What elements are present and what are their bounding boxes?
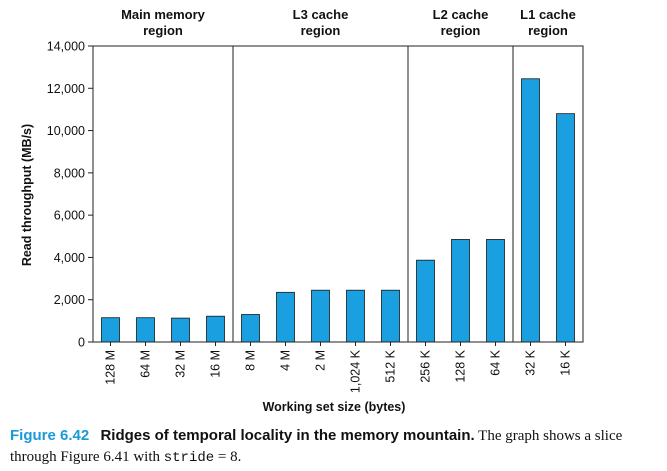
plot-frame: [92, 45, 584, 343]
x-tick-label: 16 K: [559, 349, 573, 375]
bar-64m: [136, 317, 155, 343]
x-tick-label: 16 M: [209, 350, 223, 378]
x-tick-label: 32 K: [524, 349, 538, 375]
bar-32m: [171, 317, 190, 343]
caption-title: Ridges of temporal locality in the memor…: [100, 427, 475, 444]
x-tick-label: 64 K: [489, 349, 503, 375]
caption-text: The graph shows a slice through Figure 6…: [10, 428, 623, 465]
region-label-line2: region: [301, 23, 341, 38]
bar-64k: [486, 239, 505, 343]
x-tick-label: 8 M: [244, 350, 258, 371]
x-tick-label: 512 K: [384, 349, 398, 382]
x-tick-label: 1,024 K: [349, 349, 363, 393]
y-tick-label: 4,000: [54, 251, 85, 265]
x-tick-label: 4 M: [279, 350, 293, 371]
x-tick-label: 32 M: [174, 350, 188, 378]
y-tick-label: 14,000: [47, 40, 85, 54]
bar-1024k: [346, 289, 365, 343]
y-tick-label: 8,000: [54, 166, 85, 180]
region-label-line2: region: [143, 23, 183, 38]
figure-caption: Figure 6.42 Ridges of temporal locality …: [10, 425, 660, 469]
x-axis-title: Working set size (bytes): [263, 400, 406, 414]
bar-128k: [451, 239, 470, 343]
caption-figure-number: Figure 6.42: [10, 427, 90, 444]
caption-text-end: = 8.: [214, 449, 242, 465]
bar-32k: [521, 78, 540, 343]
region-dividers: [232, 46, 514, 342]
x-tick-label: 128 M: [104, 350, 118, 385]
bar-8m: [241, 314, 260, 343]
y-tick-label: 0: [78, 336, 85, 350]
bars: [101, 78, 575, 343]
y-tick-label: 10,000: [47, 124, 85, 138]
region-label-line2: region: [441, 23, 481, 38]
x-tick-label: 2 M: [314, 350, 328, 371]
bar-4m: [276, 291, 295, 343]
bar-128m: [101, 317, 120, 343]
x-tick-label: 64 M: [139, 350, 153, 378]
bar-16k: [556, 113, 575, 343]
bar-256k: [416, 259, 435, 343]
region-label-line1: L1 cache: [520, 7, 576, 22]
bar-2m: [311, 289, 330, 343]
y-tick-label: 2,000: [54, 293, 85, 307]
bar-512k: [381, 289, 400, 343]
y-axis-title: Read throughput (MB/s): [20, 124, 34, 266]
axes: [88, 45, 584, 346]
region-label-line1: L3 cache: [293, 7, 349, 22]
region-label-line1: L2 cache: [433, 7, 489, 22]
x-tick-label: 256 K: [419, 349, 433, 382]
region-label-line1: Main memory: [121, 7, 206, 22]
bar-16m: [206, 315, 225, 343]
caption-code: stride: [163, 450, 215, 466]
region-label-line2: region: [528, 23, 568, 38]
x-tick-label: 128 K: [454, 349, 468, 382]
y-tick-label: 12,000: [47, 82, 85, 96]
y-tick-label: 6,000: [54, 209, 85, 223]
